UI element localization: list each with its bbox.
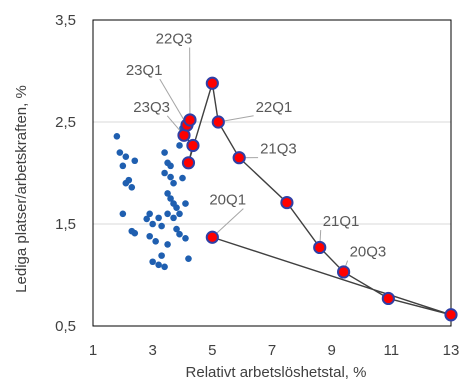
recent-points	[177, 76, 458, 322]
y-axis-label: Lediga platser/arbetskraften, %	[13, 85, 30, 293]
y-tick-label: 1,5	[55, 216, 76, 233]
recent-point	[181, 156, 196, 170]
recent-point	[186, 138, 200, 153]
x-axis-ticks: 1 3 5 7 9 11 13	[89, 342, 459, 359]
recent-point	[313, 240, 327, 255]
recent-point	[381, 291, 395, 306]
historical-point	[158, 252, 165, 259]
annotation-label: 22Q3	[156, 30, 193, 47]
y-tick-label: 3,5	[55, 12, 76, 29]
recent-point	[337, 265, 351, 279]
historical-point	[167, 162, 174, 170]
annotation-label: 23Q3	[133, 99, 170, 116]
historical-point	[176, 230, 183, 238]
plot-frame	[92, 19, 452, 327]
historical-point	[116, 149, 124, 156]
historical-point	[152, 238, 159, 245]
recent-point	[183, 113, 197, 127]
historical-point	[122, 153, 130, 160]
historical-point	[155, 214, 162, 222]
historical-point	[167, 195, 174, 202]
historical-point	[164, 210, 171, 218]
historical-point	[164, 190, 171, 197]
x-tick-label: 3	[148, 342, 156, 359]
historical-point	[179, 174, 186, 182]
historical-point	[158, 222, 165, 230]
historical-point	[143, 215, 150, 223]
x-tick-label: 13	[443, 342, 459, 359]
historical-point	[146, 210, 153, 218]
annotations: 22Q3 23Q1 23Q3 22Q1 21Q3 20Q1 21Q1 20Q3	[126, 30, 386, 260]
x-axis-label: Relativt arbetslöshetstal, %	[186, 364, 367, 381]
historical-point	[167, 173, 174, 181]
annotation-leader	[211, 208, 244, 238]
x-tick-label: 7	[268, 342, 276, 359]
historical-point	[119, 210, 127, 218]
historical-point	[161, 149, 168, 156]
y-axis-ticks: 0,5 1,5 2,5 3,5	[55, 12, 76, 335]
x-tick-label: 9	[327, 342, 335, 359]
y-tick-label: 2,5	[55, 114, 76, 131]
historical-point	[113, 132, 121, 140]
historical-point	[119, 162, 127, 170]
historical-point	[146, 232, 153, 240]
recent-point	[232, 151, 246, 165]
annotation-label: 20Q3	[350, 244, 387, 261]
historical-point	[164, 241, 171, 248]
historical-point	[185, 255, 192, 262]
historical-point	[149, 220, 156, 228]
annotation-label: 20Q1	[209, 192, 246, 209]
historical-point	[149, 258, 156, 266]
x-tick-label: 1	[89, 342, 97, 359]
x-tick-label: 11	[384, 342, 400, 359]
x-tick-label: 5	[208, 342, 216, 359]
historical-points	[113, 124, 192, 271]
annotation-label: 21Q1	[323, 213, 360, 230]
recent-point	[211, 115, 225, 129]
historical-point	[128, 183, 136, 191]
historical-point	[173, 204, 180, 211]
historical-point	[170, 179, 177, 187]
recent-point	[205, 76, 219, 90]
annotation-leader	[159, 78, 188, 126]
historical-point	[161, 263, 168, 271]
historical-point	[182, 200, 189, 207]
recent-point	[280, 195, 294, 210]
historical-point	[170, 214, 177, 222]
y-tick-label: 0,5	[55, 318, 76, 335]
historical-point	[161, 169, 168, 177]
historical-point	[155, 261, 162, 269]
historical-point	[182, 234, 189, 242]
historical-point	[131, 157, 139, 165]
historical-point	[176, 210, 183, 218]
historical-point	[131, 229, 139, 237]
annotation-label: 22Q1	[256, 99, 293, 116]
historical-point	[122, 179, 130, 187]
recent-point	[444, 308, 458, 322]
recent-point	[205, 230, 219, 244]
annotation-label: 23Q1	[126, 62, 163, 79]
annotation-label: 21Q3	[260, 141, 297, 158]
historical-point	[173, 225, 180, 233]
historical-point	[176, 142, 183, 149]
